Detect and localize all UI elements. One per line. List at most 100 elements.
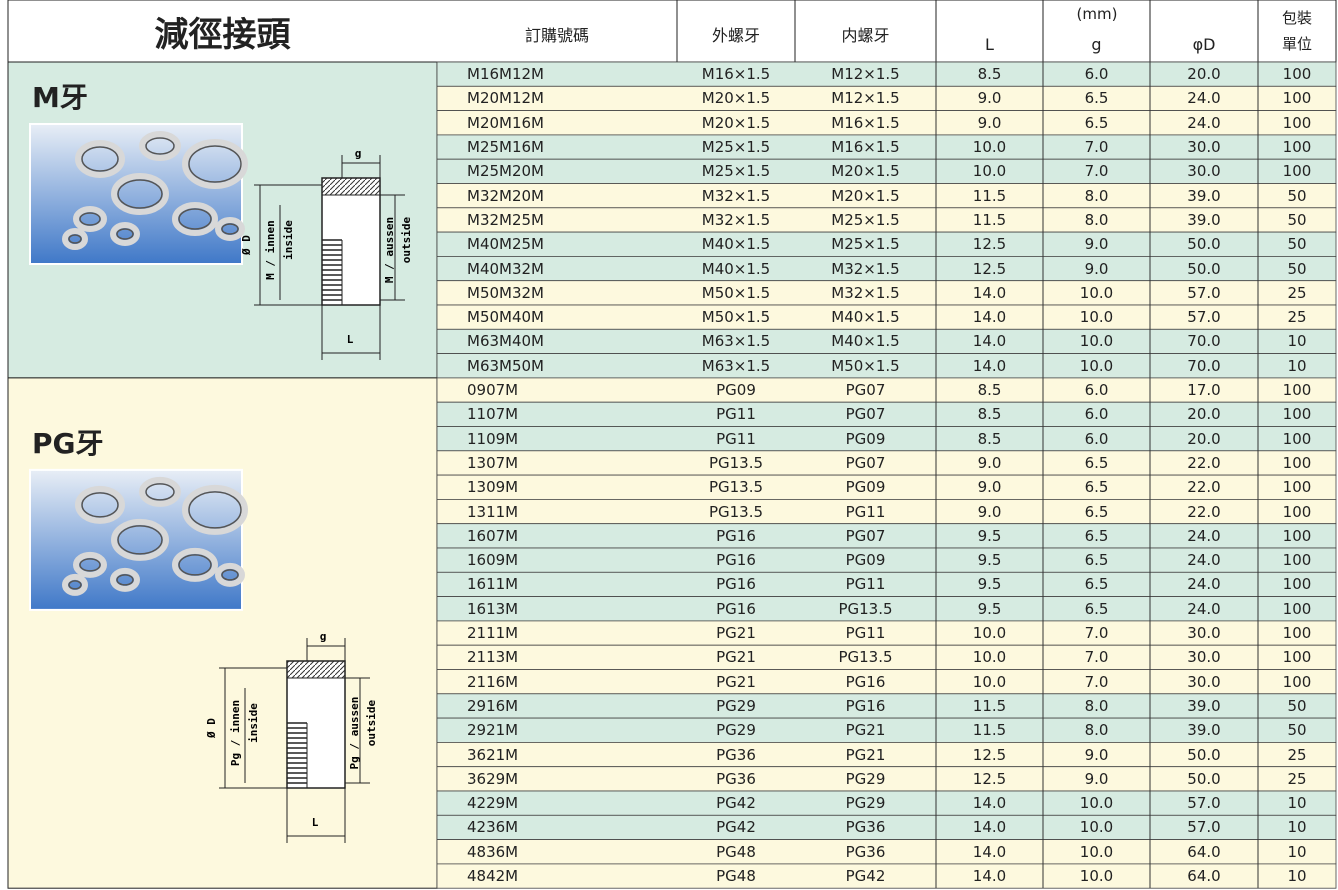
- table-cell: 7.0: [1084, 162, 1109, 181]
- table-cell: 8.0: [1084, 210, 1109, 229]
- table-cell: 57.0: [1187, 818, 1221, 837]
- table-cell: PG21: [716, 624, 756, 643]
- table-cell: 12.5: [972, 769, 1007, 788]
- table-cell: PG21: [716, 672, 756, 691]
- table-cell: 10.0: [1079, 794, 1114, 813]
- table-cell: 1609M: [467, 551, 519, 570]
- table-cell: 10: [1287, 332, 1307, 351]
- table-cell: M50M32M: [467, 283, 544, 302]
- table-cell: 9.5: [977, 551, 1002, 570]
- table-cell: 64.0: [1187, 867, 1221, 886]
- table-cell: M32×1.5: [701, 186, 771, 205]
- table-cell: PG09: [845, 478, 886, 497]
- table-cell: 30.0: [1187, 648, 1221, 667]
- table-cell: M32×1.5: [701, 210, 771, 229]
- table-cell: 9.5: [977, 575, 1002, 594]
- table-cell: 8.5: [977, 381, 1002, 400]
- table-cell: 11.5: [972, 696, 1007, 715]
- table-cell: 1611M: [467, 575, 519, 594]
- photo-ring: [111, 518, 169, 561]
- table-cell: 100: [1282, 162, 1312, 181]
- photo-ring: [68, 580, 82, 590]
- table-cell: 4842M: [467, 867, 519, 886]
- table-cell: 9.0: [977, 89, 1002, 108]
- photo-ring: [215, 562, 245, 587]
- photo-ring: [188, 145, 242, 183]
- photo-ring: [182, 484, 248, 535]
- table-cell: 8.0: [1084, 696, 1109, 715]
- column-header: 外螺牙: [711, 26, 760, 45]
- row-bg: [436, 207, 1337, 233]
- table-cell: 9.5: [977, 599, 1002, 618]
- table-cell: 14.0: [972, 283, 1007, 302]
- table-cell: 1109M: [467, 429, 519, 448]
- table-cell: 3621M: [467, 745, 519, 764]
- table-cell: PG11: [845, 575, 886, 594]
- table-cell: 22.0: [1187, 478, 1221, 497]
- table-cell: 3629M: [467, 769, 519, 788]
- diagram-label: inside: [247, 703, 260, 743]
- table-cell: PG07: [845, 381, 886, 400]
- table-cell: 39.0: [1187, 186, 1221, 205]
- table-cell: 100: [1282, 599, 1312, 618]
- table-cell: M32×1.5: [831, 283, 900, 302]
- column-header: 訂購號碼: [524, 26, 589, 45]
- table-cell: 25: [1287, 308, 1307, 327]
- table-cell: M40×1.5: [831, 332, 900, 351]
- table-cell: 7.0: [1084, 138, 1109, 157]
- table-cell: 50.0: [1187, 745, 1221, 764]
- photo-ring: [73, 551, 107, 578]
- photo-ring: [79, 212, 101, 226]
- table-cell: 6.5: [1084, 113, 1109, 132]
- table-cell: PG21: [845, 745, 886, 764]
- unit-label: (mm): [1076, 5, 1118, 23]
- table-cell: 1311M: [467, 502, 519, 521]
- table-cell: M40×1.5: [831, 308, 900, 327]
- table-cell: 100: [1282, 478, 1312, 497]
- page-title: 減徑接頭: [154, 14, 291, 55]
- table-cell: M20M16M: [467, 113, 544, 132]
- table-cell: 7.0: [1084, 648, 1109, 667]
- diagram-label: outside: [365, 699, 378, 746]
- table-cell: 20.0: [1187, 65, 1221, 84]
- table-cell: PG29: [845, 794, 886, 813]
- table-cell: 9.0: [1084, 745, 1109, 764]
- photo-ring: [221, 223, 239, 235]
- table-cell: 6.5: [1084, 575, 1109, 594]
- table-cell: 70.0: [1187, 332, 1221, 351]
- table-cell: 10: [1287, 867, 1307, 886]
- table-cell: M63×1.5: [701, 356, 771, 375]
- table-cell: 100: [1282, 502, 1312, 521]
- column-header: 單位: [1281, 34, 1312, 53]
- table-cell: PG11: [716, 429, 756, 448]
- table-cell: 6.0: [1084, 381, 1109, 400]
- table-cell: 70.0: [1187, 356, 1221, 375]
- table-cell: 14.0: [972, 867, 1007, 886]
- table-cell: 1307M: [467, 453, 519, 472]
- row-bg: [436, 231, 1337, 257]
- table-cell: 57.0: [1187, 308, 1221, 327]
- photo-ring: [116, 228, 134, 240]
- photo-ring: [81, 146, 119, 172]
- table-cell: 2116M: [467, 672, 519, 691]
- photo-ring: [215, 217, 245, 241]
- photo-ring: [145, 483, 175, 501]
- table-cell: 25: [1287, 283, 1307, 302]
- diagram-label: M / innen: [264, 220, 277, 280]
- row-bg: [436, 547, 1337, 573]
- table-cell: PG13.5: [708, 502, 764, 521]
- table-cell: PG48: [716, 842, 756, 861]
- row-bg: [436, 814, 1337, 840]
- photo-ring: [75, 140, 125, 178]
- photo-ring: [182, 139, 248, 189]
- photo-ring: [139, 476, 181, 507]
- table-cell: 9.0: [977, 502, 1002, 521]
- table-cell: 10.0: [1079, 308, 1114, 327]
- table-cell: 50.0: [1187, 235, 1221, 254]
- row-bg: [436, 742, 1337, 768]
- table-cell: M63M50M: [467, 356, 544, 375]
- table-cell: 30.0: [1187, 672, 1221, 691]
- table-cell: 24.0: [1187, 89, 1221, 108]
- table-cell: PG16: [716, 599, 756, 618]
- table-cell: PG13.5: [708, 478, 764, 497]
